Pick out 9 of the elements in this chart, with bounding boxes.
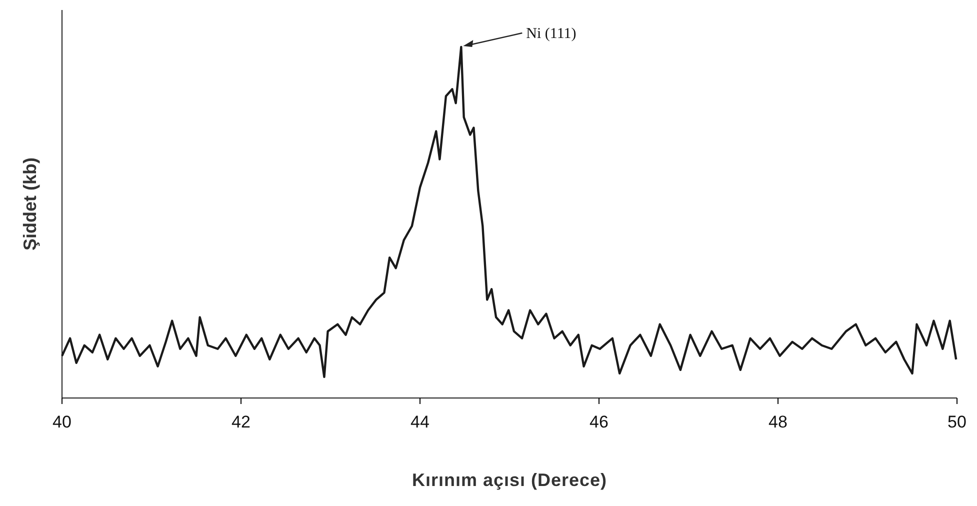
y-axis-title: Şiddet (kb) <box>20 157 40 250</box>
x-tick-label: 44 <box>410 412 430 432</box>
x-axis-title: Kırınım açısı (Derece) <box>412 470 608 490</box>
x-tick-label: 50 <box>948 412 966 432</box>
x-tick-label: 48 <box>768 412 788 432</box>
annotation: Ni (111) <box>526 26 576 42</box>
x-tick-label: 42 <box>232 412 250 432</box>
x-tick-label: 46 <box>590 412 608 432</box>
x-tick-label: 40 <box>52 412 72 432</box>
